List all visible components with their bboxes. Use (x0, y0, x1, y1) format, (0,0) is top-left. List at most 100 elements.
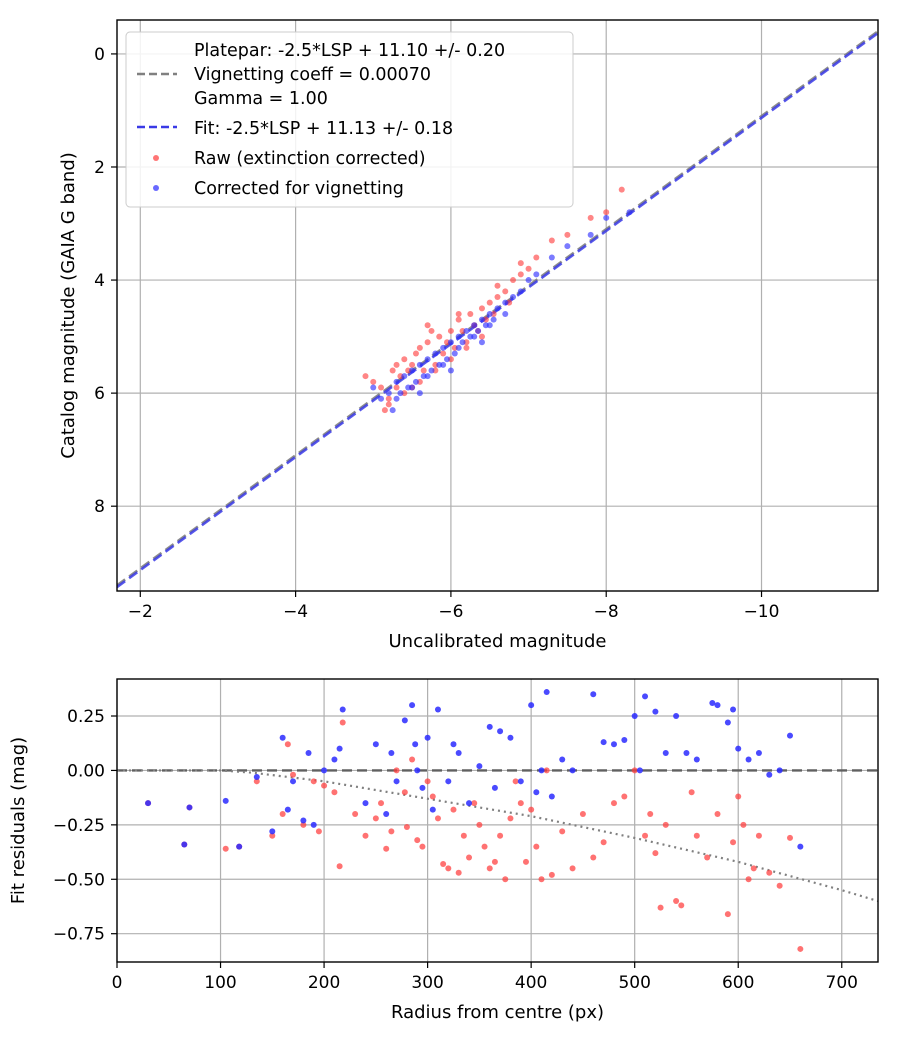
raw-residual-point (704, 854, 711, 861)
corrected-residual-point (600, 739, 607, 746)
raw-residual-point (590, 854, 597, 861)
corrected-residual-point (310, 821, 317, 828)
corrected-point (432, 350, 439, 357)
raw-point (362, 373, 369, 380)
corrected-point (455, 333, 462, 340)
corrected-point (428, 367, 435, 374)
raw-residual-point (631, 767, 638, 774)
corrected-residual-point (543, 689, 550, 696)
corrected-residual-point (559, 756, 566, 763)
raw-point (618, 186, 625, 193)
raw-residual-point (372, 815, 379, 822)
corrected-point (451, 350, 458, 357)
corrected-point (478, 339, 485, 346)
corrected-point (548, 254, 555, 261)
corrected-point (401, 373, 408, 380)
corrected-point (440, 344, 447, 351)
corrected-residual-point (434, 706, 441, 713)
raw-residual-point (476, 821, 483, 828)
corrected-point (416, 390, 423, 397)
corrected-point (533, 271, 540, 278)
raw-residual-point (621, 793, 628, 800)
corrected-residual-point (745, 756, 752, 763)
raw-point (517, 271, 524, 278)
raw-residual-point (502, 876, 509, 883)
raw-point (548, 237, 555, 244)
raw-residual-point (652, 850, 659, 857)
raw-point (409, 361, 416, 368)
corrected-residual-point (284, 806, 291, 813)
raw-residual-point (481, 843, 488, 850)
vignetting-curve (117, 769, 878, 903)
corrected-residual-point (145, 800, 152, 807)
corrected-residual-point (730, 706, 737, 713)
corrected-point (409, 384, 416, 391)
raw-residual-point (362, 832, 369, 839)
corrected-residual-point (414, 767, 421, 774)
corrected-point (626, 209, 633, 216)
corrected-residual-point (486, 723, 493, 730)
raw-residual-point (724, 911, 731, 918)
raw-residual-point (740, 821, 747, 828)
corrected-residual-point (766, 771, 773, 778)
corrected-point (370, 384, 377, 391)
raw-residual-point (755, 832, 762, 839)
corrected-residual-point (383, 810, 390, 817)
corrected-residual-point (424, 734, 431, 741)
bottom-y-tick-label: 0.25 (67, 707, 105, 727)
corrected-residual-point (642, 693, 649, 700)
corrected-residual-point (528, 702, 535, 709)
raw-point (510, 277, 517, 284)
raw-point (393, 361, 400, 368)
raw-residual-point (331, 789, 338, 796)
raw-point (502, 288, 509, 295)
corrected-point (517, 288, 524, 295)
corrected-point (424, 373, 431, 380)
corrected-point (397, 390, 404, 397)
raw-point (467, 310, 474, 317)
raw-residual-point (401, 789, 408, 796)
raw-residual-point (388, 828, 395, 835)
raw-point (412, 350, 419, 357)
corrected-residual-point (409, 702, 416, 709)
corrected-point (463, 327, 470, 334)
raw-residual-point (440, 861, 447, 868)
raw-residual-point (776, 882, 783, 889)
top-x-tick-label: −2 (128, 602, 153, 622)
bottom-y-tick-label: 0.00 (67, 761, 105, 781)
raw-residual-point (414, 837, 421, 844)
corrected-point (440, 361, 447, 368)
raw-residual-point (750, 865, 757, 872)
raw-residual-point (538, 876, 545, 883)
raw-residual-point (797, 945, 804, 952)
corrected-residual-point (786, 732, 793, 739)
corrected-residual-point (507, 734, 514, 741)
raw-residual-point (378, 800, 385, 807)
corrected-point (416, 361, 423, 368)
raw-point (385, 401, 392, 408)
raw-point (428, 327, 435, 334)
raw-residual-point (735, 793, 742, 800)
corrected-residual-point (533, 789, 540, 796)
raw-residual-point (466, 854, 473, 861)
raw-residual-point (517, 800, 524, 807)
raw-point (455, 316, 462, 323)
bottom-x-tick-label: 100 (204, 973, 236, 993)
corrected-residual-point (621, 736, 628, 743)
corrected-residual-point (236, 843, 243, 850)
raw-point (525, 265, 532, 272)
corrected-residual-point (450, 741, 457, 748)
corrected-residual-point (305, 750, 312, 757)
raw-residual-point (486, 865, 493, 872)
raw-residual-point (610, 800, 617, 807)
corrected-residual-point (724, 719, 731, 726)
raw-point (420, 367, 427, 374)
raw-point (455, 310, 462, 317)
raw-residual-point (497, 832, 504, 839)
raw-residual-point (434, 815, 441, 822)
corrected-point (486, 322, 493, 329)
raw-point (494, 282, 501, 289)
raw-residual-point (269, 832, 276, 839)
raw-residual-point (290, 771, 297, 778)
